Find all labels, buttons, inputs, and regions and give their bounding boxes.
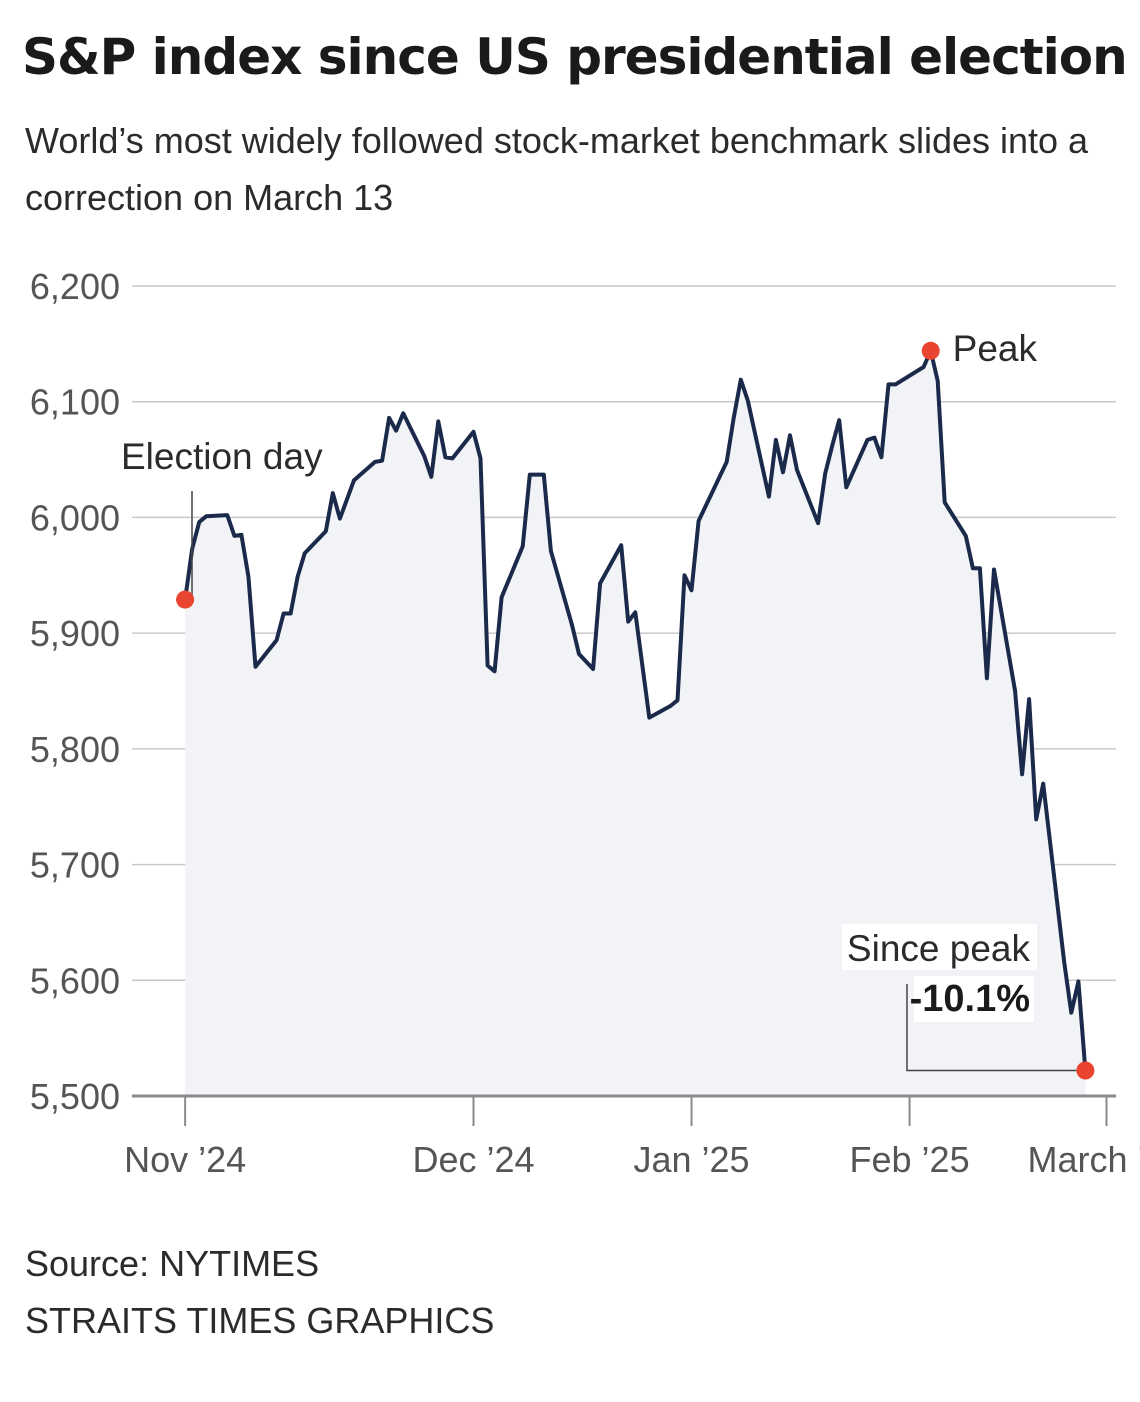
x-tick-label: Nov ’24 — [124, 1139, 246, 1180]
y-tick-label: 5,900 — [30, 613, 120, 654]
since-peak-leader-line — [906, 984, 1077, 1072]
since-peak-label: Since peak — [847, 928, 1031, 969]
series-line-sp500 — [183, 348, 1088, 1073]
x-tick-label: Feb ’25 — [850, 1139, 970, 1180]
y-tick-label: 5,800 — [30, 729, 120, 770]
area-fill — [185, 350, 1086, 1096]
since-peak-label-bg — [842, 924, 1037, 970]
x-tick-label: Dec ’24 — [412, 1139, 534, 1180]
since-peak-value: -10.1% — [910, 978, 1030, 1020]
peak-label: Peak — [953, 328, 1038, 369]
since-peak-value-bg — [914, 976, 1034, 1022]
y-axis-ticks: 6,200 6,100 6,000 5,900 5,800 5,700 5,600 5,500 — [30, 266, 120, 1117]
chart-title: S&P index since US presidential election — [22, 28, 1128, 86]
y-tick-label: 5,700 — [30, 845, 120, 886]
election-day-marker — [176, 590, 195, 609]
x-axis-ticks: Nov ’24 Dec ’24 Jan ’25 Feb ’25 March ’25 — [124, 1096, 1140, 1180]
peak-marker — [921, 341, 940, 360]
source-note: Source: NYTIMES — [25, 1243, 320, 1284]
y-tick-label: 5,500 — [30, 1076, 120, 1117]
y-tick-label: 6,200 — [30, 266, 120, 307]
graphics-credit: STRAITS TIMES GRAPHICS — [25, 1300, 495, 1341]
x-tick-label: Jan ’25 — [633, 1139, 749, 1180]
chart-subtitle: World’s most widely followed stock-marke… — [25, 120, 1089, 218]
line-chart: 6,200 6,100 6,000 5,900 5,800 5,700 5,600 5,500… — [30, 266, 1140, 1180]
annotations: Election day Peak Since peak -10.1% — [121, 328, 1095, 1080]
y-tick-label: 5,600 — [30, 960, 120, 1001]
latest-value-marker — [1076, 1061, 1095, 1080]
y-tick-label: 6,000 — [30, 497, 120, 538]
election-day-label: Election day — [121, 436, 323, 477]
x-tick-label: March ’25 — [1027, 1139, 1140, 1180]
y-tick-label: 6,100 — [30, 382, 120, 423]
